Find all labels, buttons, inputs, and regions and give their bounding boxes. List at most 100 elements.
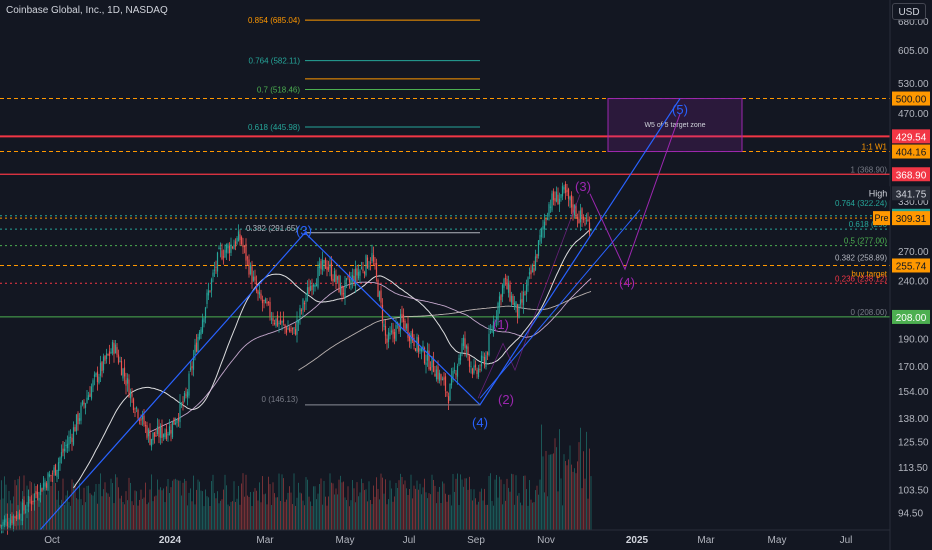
candle-body <box>164 432 166 438</box>
candle-body <box>2 521 4 527</box>
candle-body <box>93 374 96 377</box>
candle-body <box>338 275 340 293</box>
drawings-layer: W5 of 5 target zone 1:1 W1 buy target (3) (4… <box>39 98 888 531</box>
price-tag-value: 208.00 <box>896 313 927 324</box>
candle-body <box>141 413 144 420</box>
volume-bar <box>125 491 127 530</box>
volume-bar <box>212 474 214 530</box>
fib-retracement-label: 0.5 (277.00) <box>844 237 887 246</box>
volume-bar <box>347 486 349 530</box>
volume-bar <box>559 429 560 530</box>
candle-body <box>309 285 312 291</box>
volume-bar <box>403 484 404 530</box>
volume-bar <box>286 499 287 530</box>
elliott-subwave-path <box>477 194 581 399</box>
candle-body <box>522 291 525 306</box>
candle-body <box>135 407 138 409</box>
volume-bar <box>301 493 302 530</box>
candle-body <box>264 298 267 304</box>
volume-bar <box>149 489 151 530</box>
volume-bar <box>515 475 517 530</box>
price-tag-bg <box>892 144 930 159</box>
candle-body <box>239 234 241 240</box>
candle-body <box>278 323 280 325</box>
candle-body <box>416 336 418 352</box>
volume-bar <box>92 495 94 530</box>
candle-body <box>297 320 300 323</box>
candle-body <box>165 429 168 439</box>
volume-bar <box>358 496 359 530</box>
candle-body <box>537 240 540 256</box>
candle-body <box>432 358 435 372</box>
candle-body <box>180 403 183 406</box>
moving-average-line <box>73 228 592 489</box>
candle-body <box>221 250 223 260</box>
volume-bar <box>251 506 253 530</box>
volume-bar <box>131 501 133 530</box>
volume-bar <box>575 473 577 530</box>
price-tag-value: 500.00 <box>896 95 927 106</box>
volume-bar <box>61 499 62 530</box>
candle-body <box>567 188 570 199</box>
fib-extension-label: 0.382 (291.65) <box>246 224 298 233</box>
time-tick-label: Mar <box>697 535 715 546</box>
price-tick-label: 138.00 <box>898 414 929 425</box>
volume-bar <box>353 488 355 530</box>
candle-body <box>371 253 373 262</box>
volume-bar <box>406 488 407 530</box>
time-tick-label: Nov <box>537 535 555 546</box>
volume-bar <box>485 504 487 530</box>
volume-bar <box>380 473 382 530</box>
candle-body <box>242 244 244 248</box>
fib-retracement-label: 0 (208.00) <box>851 308 888 317</box>
price-tick-label: 680.00 <box>898 17 929 28</box>
price-tag-bg <box>892 129 930 144</box>
volume-bar <box>209 506 211 530</box>
currency-button[interactable]: USD <box>892 3 926 20</box>
candle-body <box>473 365 475 373</box>
candle-body <box>440 374 442 380</box>
volume-bar <box>326 505 328 530</box>
volume-bar <box>392 501 394 530</box>
candle-body <box>71 437 73 442</box>
volume-bar <box>121 495 122 530</box>
candle-body <box>470 366 472 368</box>
candle-body <box>554 198 556 202</box>
volume-bar <box>446 501 448 530</box>
volume-bar <box>82 505 83 530</box>
fib-retracement-label: 0.618 (296 <box>849 220 888 229</box>
candle-body <box>12 515 15 525</box>
candle-body <box>518 304 520 318</box>
volume-bar <box>524 475 526 530</box>
volume-bar <box>574 468 575 530</box>
volume-bar <box>532 502 533 530</box>
candle-body <box>582 216 585 220</box>
time-tick-label: 2024 <box>159 535 182 546</box>
volume-bar <box>317 493 319 530</box>
candle-body <box>140 418 142 421</box>
candle-body <box>528 272 531 275</box>
price-tag-label-bg <box>866 186 890 201</box>
volume-bar <box>56 499 58 530</box>
volume-bar <box>148 502 149 530</box>
volume-bar <box>142 498 143 530</box>
volume-bar <box>113 503 115 530</box>
volume-bar <box>65 495 67 530</box>
volume-bar <box>388 499 389 530</box>
volume-bar <box>208 497 209 530</box>
elliott-wave-label: (2) <box>498 392 514 407</box>
volume-bar <box>296 497 298 530</box>
volume-bar <box>451 505 452 530</box>
candle-body <box>272 318 274 322</box>
candle-body <box>44 482 46 487</box>
volume-bar <box>377 488 379 530</box>
volume-bar <box>146 504 148 530</box>
moving-average-line <box>148 278 592 434</box>
volume-bar <box>365 489 367 530</box>
candle-body <box>149 429 151 445</box>
time-tick-label: Jul <box>403 535 416 546</box>
volume-bar <box>422 487 424 530</box>
candle-body <box>345 278 348 281</box>
candle-body <box>125 380 127 386</box>
